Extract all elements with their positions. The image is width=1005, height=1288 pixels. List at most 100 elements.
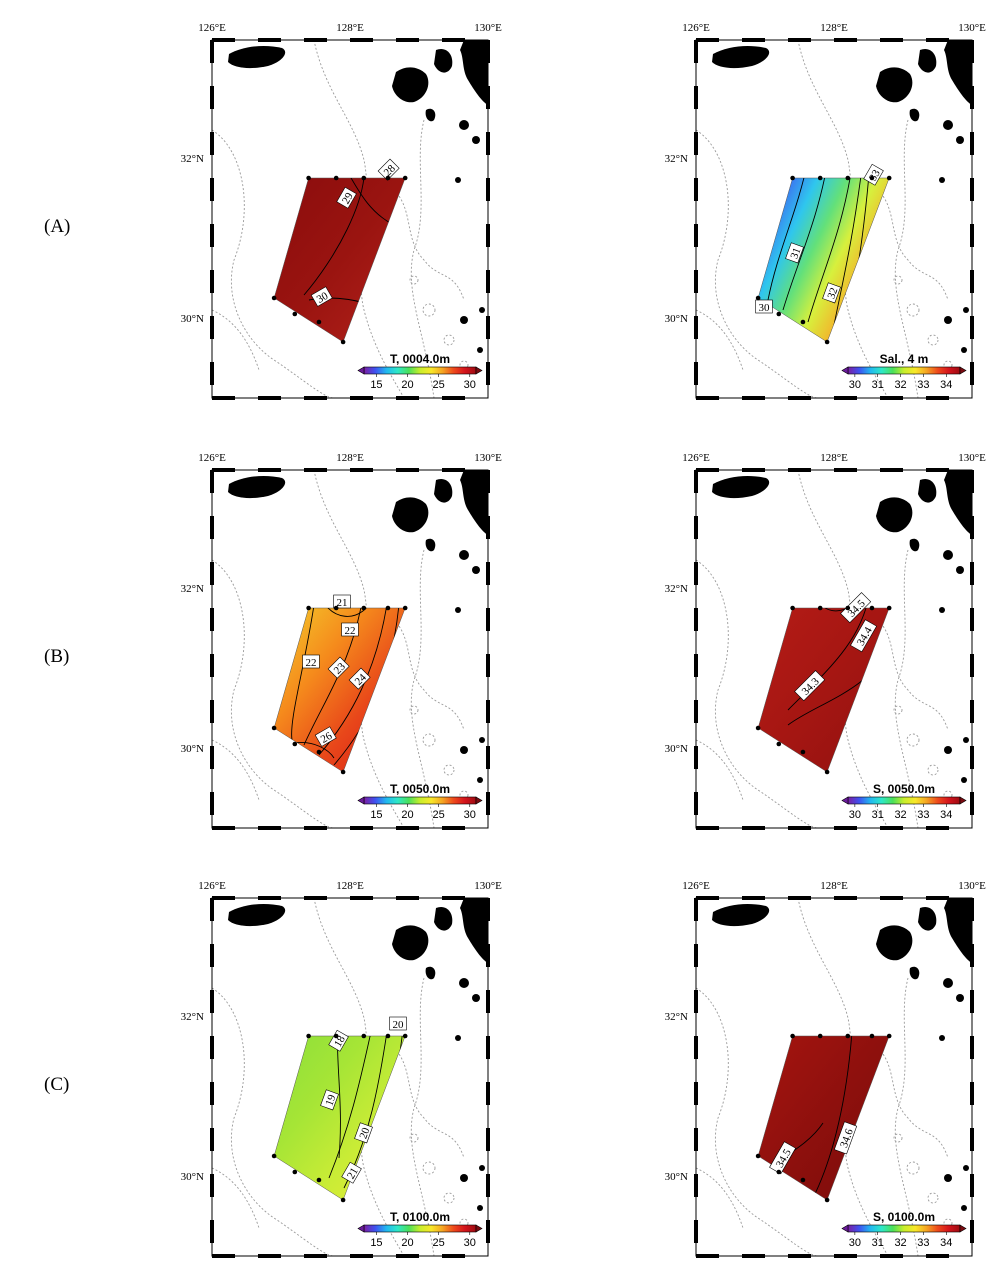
isobath-line <box>877 189 949 301</box>
island-land <box>712 476 770 499</box>
lon-label: 126°E <box>682 880 710 892</box>
islet-land <box>956 994 964 1002</box>
frame-tick <box>486 224 490 247</box>
lon-label: 126°E <box>682 22 710 34</box>
island-land <box>712 904 770 927</box>
coast-land <box>460 470 488 535</box>
lat-label: 30°N <box>665 743 688 755</box>
station-dot <box>886 1033 892 1039</box>
frame-tick <box>350 896 373 900</box>
frame-tick <box>486 40 490 63</box>
colorbar-tick-label: 30 <box>849 379 861 391</box>
contour-label: 28 <box>377 158 400 181</box>
frame-tick <box>694 362 698 385</box>
island-land <box>228 904 286 927</box>
island-land <box>876 925 913 961</box>
islet-land <box>479 737 485 743</box>
coast-land <box>460 40 488 105</box>
station-dot <box>817 1033 823 1039</box>
station-dot <box>402 1033 408 1039</box>
frame-tick <box>486 316 490 339</box>
frame-tick <box>486 944 490 967</box>
field-polygon <box>273 607 406 773</box>
frame-tick <box>442 468 465 472</box>
lat-label: 30°N <box>181 1171 204 1183</box>
frame-tick <box>970 898 974 921</box>
frame-tick <box>486 270 490 293</box>
station-dot <box>316 1177 322 1183</box>
islet-land <box>477 777 483 783</box>
row-label-b: (B) <box>44 646 70 667</box>
svg-text:19: 19 <box>323 1093 338 1108</box>
field-polygon <box>273 1035 406 1201</box>
contour-line <box>337 1036 341 1159</box>
frame-tick <box>258 468 281 472</box>
isobath-line <box>211 1167 260 1229</box>
frame-tick <box>486 1174 490 1197</box>
islet-land <box>944 746 952 754</box>
isobath-line <box>695 739 744 801</box>
frame-tick <box>486 470 490 493</box>
station-dot <box>333 175 339 181</box>
contour-line <box>782 178 829 311</box>
frame-tick <box>694 608 698 631</box>
island-land <box>425 966 436 980</box>
colorbar-tick-label: 25 <box>433 809 445 821</box>
frame-tick <box>210 516 214 539</box>
station-dot <box>755 1153 761 1159</box>
frame-tick <box>486 654 490 677</box>
map-svg: 28 29 30 T, 0004.0m 15 20 25 30 126°E 128°E 130°E 3… <box>181 22 502 400</box>
lon-label: 130°E <box>474 22 502 34</box>
islet-land <box>943 120 953 130</box>
contour-label: 22 <box>302 654 320 669</box>
frame-tick <box>350 1254 373 1258</box>
isobath-ring <box>459 1218 469 1228</box>
station-dot <box>869 175 875 181</box>
frame-tick <box>970 1220 974 1243</box>
colorbar-max-arrow <box>475 796 483 805</box>
isobath-ring <box>422 1161 436 1175</box>
frame-tick <box>486 562 490 585</box>
isobath-line <box>393 1047 465 1159</box>
islet-land <box>455 177 461 183</box>
lon-label: 130°E <box>958 22 986 34</box>
frame-tick <box>210 270 214 293</box>
frame-tick <box>694 654 698 677</box>
isobath-ring <box>443 334 455 346</box>
island-land <box>228 476 286 499</box>
islet-land <box>943 550 953 560</box>
station-dot <box>824 769 830 775</box>
frame-tick <box>396 826 419 830</box>
frame-tick <box>486 1082 490 1105</box>
station-dot <box>845 605 851 611</box>
frame-tick <box>970 86 974 109</box>
frame-tick <box>350 826 373 830</box>
islet-land <box>961 347 967 353</box>
field-polygon <box>757 1035 890 1201</box>
frame-tick <box>970 654 974 677</box>
frame-tick <box>926 396 949 400</box>
contour-line <box>767 178 809 301</box>
island-land <box>392 925 429 961</box>
frame-tick <box>742 896 765 900</box>
colorbar-tick-label: 33 <box>917 809 929 821</box>
isobath-line <box>695 309 744 371</box>
islet-land <box>477 1205 483 1211</box>
svg-text:22: 22 <box>345 625 356 637</box>
station-dot <box>316 749 322 755</box>
frame-tick <box>788 396 811 400</box>
island-land <box>876 67 913 103</box>
frame-tick <box>880 396 903 400</box>
islet-land <box>961 1205 967 1211</box>
frame-tick <box>212 468 235 472</box>
lat-label: 30°N <box>665 313 688 325</box>
frame-tick <box>304 826 327 830</box>
contour-label: 29 <box>336 186 357 209</box>
isobath-ring <box>409 275 419 285</box>
frame-tick <box>694 224 698 247</box>
frame-tick <box>396 1254 419 1258</box>
frame-tick <box>486 1128 490 1151</box>
frame-tick <box>742 1254 765 1258</box>
